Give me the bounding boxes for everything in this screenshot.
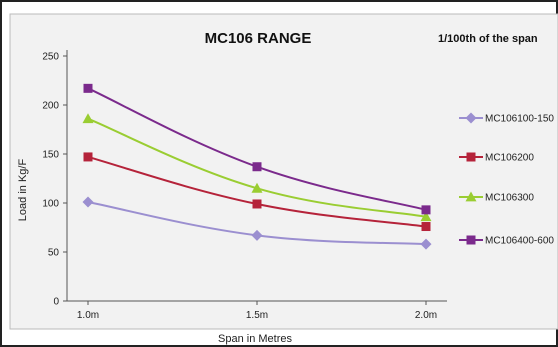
data-point <box>421 205 431 215</box>
y-axis-title: Load in Kg/F <box>17 159 29 222</box>
y-tick-label: 250 <box>42 52 59 63</box>
data-point <box>251 182 263 193</box>
x-tick-label: 1.5m <box>246 310 268 321</box>
series-4 <box>83 83 431 215</box>
data-point <box>252 199 262 209</box>
legend-item: MC106300 <box>459 191 534 204</box>
legend-item: MC106200 <box>459 152 534 164</box>
legend-marker <box>466 235 476 245</box>
series-3 <box>82 113 432 222</box>
data-point <box>82 113 94 124</box>
data-point <box>421 222 431 232</box>
x-axis-title: Span in Metres <box>218 333 292 345</box>
legend-marker <box>465 191 477 202</box>
data-point <box>82 196 94 208</box>
series-2 <box>83 152 431 232</box>
y-tick-label: 50 <box>48 248 60 259</box>
data-point <box>83 83 93 93</box>
chart-area-background <box>9 13 558 330</box>
y-tick-label: 150 <box>42 150 59 161</box>
data-point <box>252 162 262 172</box>
legend-label: MC106100-150 <box>485 114 554 125</box>
legend-label: MC106300 <box>485 193 534 204</box>
legend: MC106100-150 MC106200 MC106300 MC106400-600 <box>459 112 554 247</box>
series-1 <box>82 196 432 250</box>
axes: 0 50 100 150 200 250 1.0m 1.5m 2.0m <box>42 50 447 321</box>
series-layer <box>82 83 432 250</box>
legend-marker <box>465 112 477 124</box>
legend-item: MC106400-600 <box>459 235 554 247</box>
chart-subtitle: 1/100th of the span <box>438 33 538 45</box>
legend-item: MC106100-150 <box>459 112 554 125</box>
data-point <box>420 211 432 222</box>
legend-marker <box>466 152 476 162</box>
data-point <box>251 229 263 241</box>
data-point <box>420 238 432 250</box>
x-tick-label: 2.0m <box>415 310 437 321</box>
y-tick-label: 0 <box>53 297 59 308</box>
x-tick-label: 1.0m <box>77 310 99 321</box>
y-tick-label: 100 <box>42 199 59 210</box>
data-point <box>83 152 93 162</box>
chart-title: MC106 RANGE <box>205 30 312 47</box>
legend-label: MC106200 <box>485 153 534 164</box>
y-tick-label: 200 <box>42 101 59 112</box>
legend-label: MC106400-600 <box>485 236 554 247</box>
